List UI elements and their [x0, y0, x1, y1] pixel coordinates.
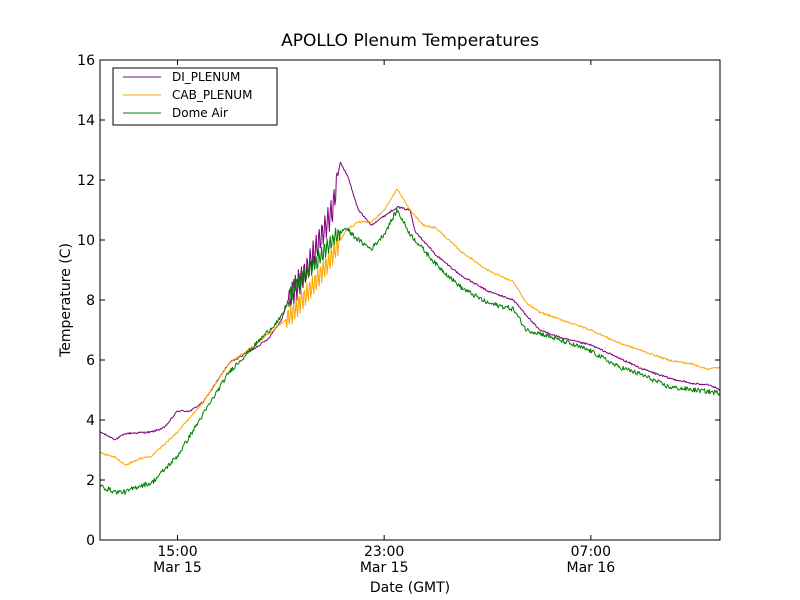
- y-tick-label: 0: [86, 533, 95, 549]
- series-line-cab-plenum: [99, 188, 721, 466]
- chart-title: APOLLO Plenum Temperatures: [281, 31, 539, 51]
- y-tick-label: 14: [77, 113, 95, 129]
- y-tick-label: 2: [86, 473, 95, 489]
- y-tick-label: 12: [77, 173, 95, 189]
- x-tick-sublabel: Mar 15: [153, 560, 202, 576]
- legend: DI_PLENUM CAB_PLENUM Dome Air: [112, 67, 278, 126]
- x-tick-sublabel: Mar 16: [566, 560, 615, 576]
- y-tick-label: 6: [86, 353, 95, 369]
- x-tick-label: 15:00: [157, 544, 197, 560]
- x-tick-label: 23:00: [364, 544, 404, 560]
- series-layer: [99, 161, 721, 495]
- y-tick-label: 10: [77, 233, 95, 249]
- y-tick-label: 4: [86, 413, 95, 429]
- y-tick-label: 16: [77, 53, 95, 69]
- plot-frame: [99, 59, 721, 541]
- x-axis-title: Date (GMT): [370, 580, 450, 596]
- legend-label-cab-plenum: CAB_PLENUM: [172, 88, 252, 102]
- x-tick-sublabel: Mar 15: [360, 560, 409, 576]
- y-axis-title: Temperature (C): [58, 243, 74, 358]
- legend-label-di-plenum: DI_PLENUM: [172, 70, 240, 84]
- series-line-dome-air: [99, 208, 721, 495]
- legend-label-dome-air: Dome Air: [172, 106, 228, 120]
- x-tick-label: 07:00: [571, 544, 611, 560]
- y-tick-label: 8: [86, 293, 95, 309]
